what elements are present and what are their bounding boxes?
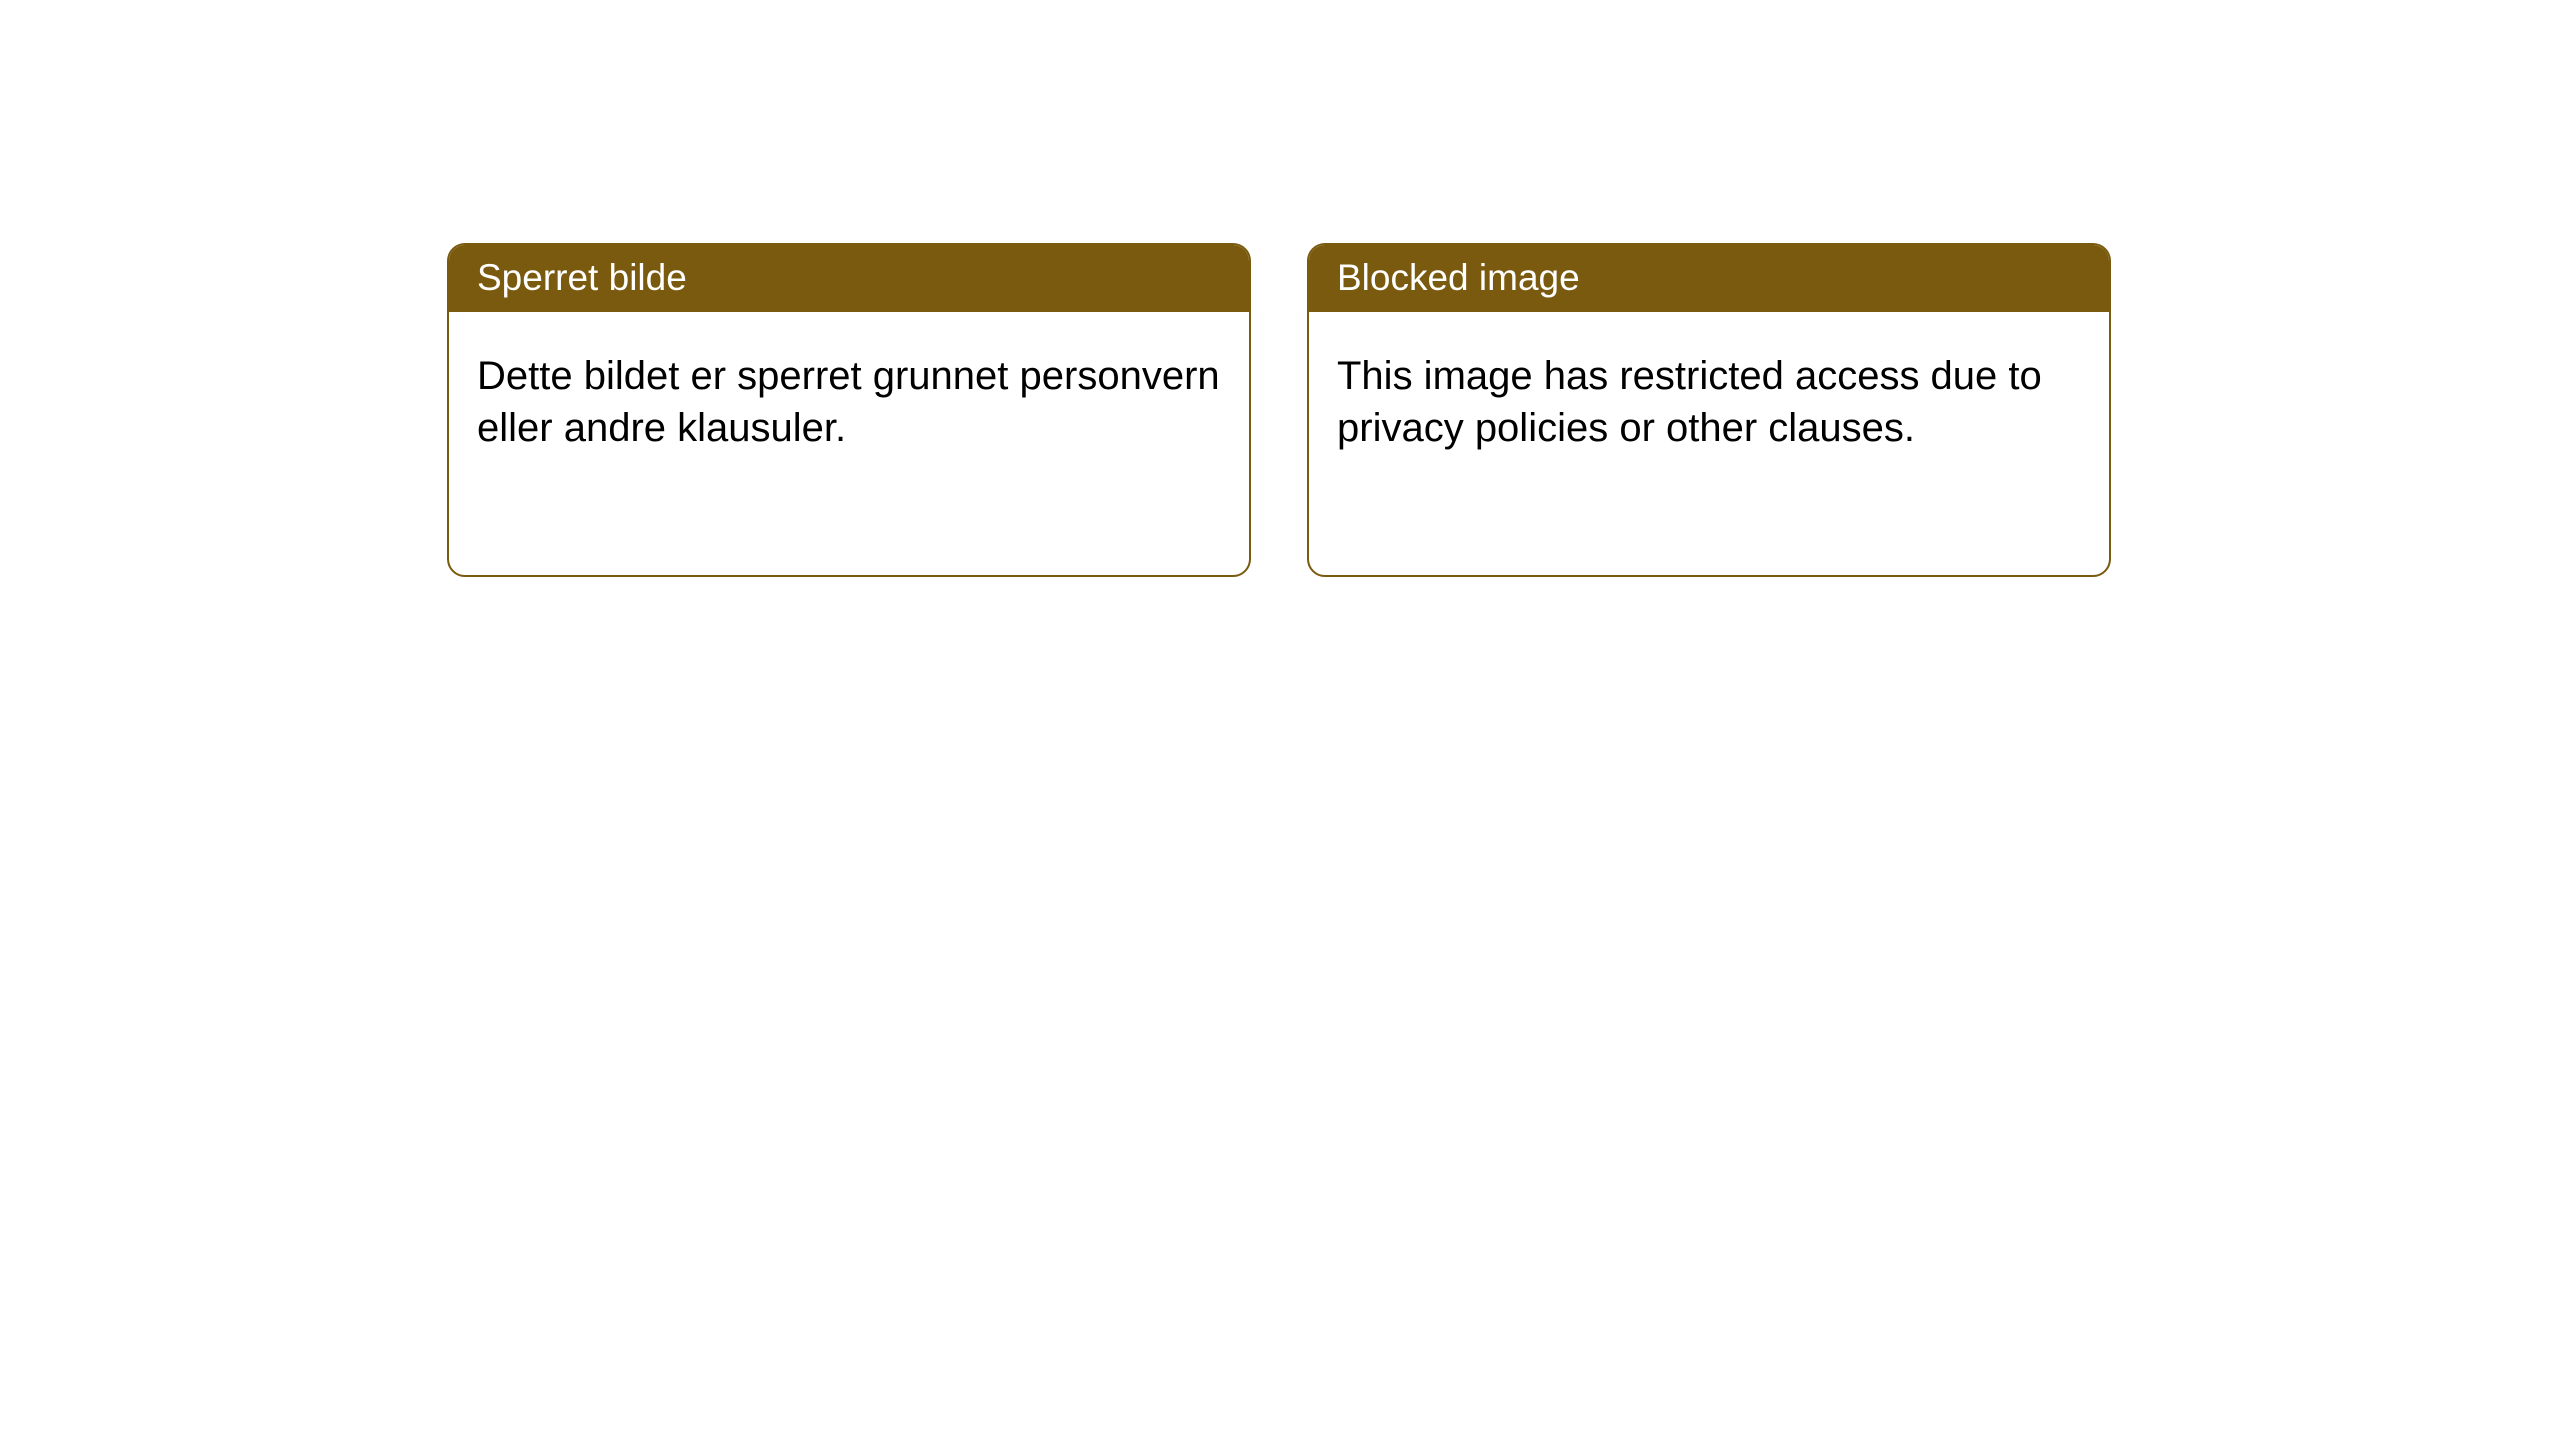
- notice-container: Sperret bilde Dette bildet er sperret gr…: [0, 0, 2560, 577]
- notice-card-english: Blocked image This image has restricted …: [1307, 243, 2111, 577]
- notice-body: Dette bildet er sperret grunnet personve…: [449, 312, 1249, 474]
- notice-header: Blocked image: [1309, 245, 2109, 312]
- notice-card-norwegian: Sperret bilde Dette bildet er sperret gr…: [447, 243, 1251, 577]
- notice-header: Sperret bilde: [449, 245, 1249, 312]
- notice-body: This image has restricted access due to …: [1309, 312, 2109, 474]
